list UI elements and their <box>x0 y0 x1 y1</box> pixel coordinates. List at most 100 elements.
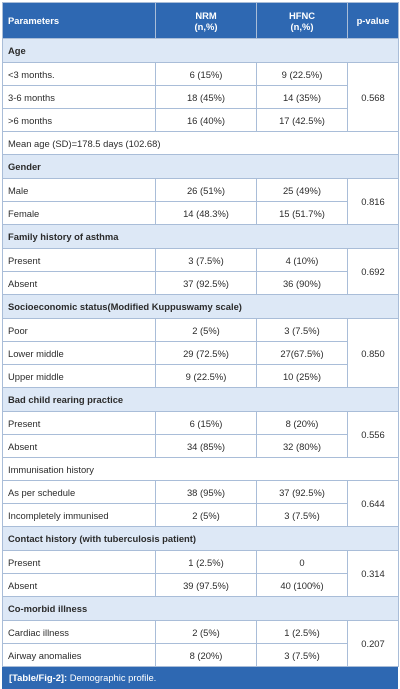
note-row: Mean age (SD)=178.5 days (102.68) <box>2 131 399 155</box>
cell-nrm: 37 (92.5%) <box>155 271 257 295</box>
cell-pvalue: 0.207 <box>347 620 399 667</box>
section-title: Immunisation history <box>2 457 399 481</box>
cell-hfnc: 3 (7.5%) <box>256 643 348 667</box>
cell-pvalue: 0.314 <box>347 550 399 597</box>
note-text: Mean age (SD)=178.5 days (102.68) <box>2 131 399 155</box>
cell-nrm: 18 (45%) <box>155 85 257 109</box>
cell-nrm: 14 (48.3%) <box>155 201 257 225</box>
header-parameters: Parameters <box>2 2 156 39</box>
cell-nrm: 1 (2.5%) <box>155 550 257 574</box>
table-row: Airway anomalies 8 (20%) 3 (7.5%) <box>2 643 399 667</box>
cell-pvalue: 0.556 <box>347 411 399 458</box>
cell-hfnc: 4 (10%) <box>256 248 348 272</box>
cell-nrm: 6 (15%) <box>155 62 257 86</box>
header-hfnc-text: HFNC (n,%) <box>288 9 316 32</box>
cell-pvalue: 0.850 <box>347 318 399 388</box>
table-row: Cardiac illness 2 (5%) 1 (2.5%) 0.207 <box>2 620 399 667</box>
cell-hfnc: 27(67.5%) <box>256 341 348 365</box>
row-label: Present <box>2 550 156 574</box>
cell-hfnc: 40 (100%) <box>256 573 348 597</box>
cell-hfnc: 0 <box>256 550 348 574</box>
cell-pvalue: 0.816 <box>347 178 399 225</box>
section-header-row: Bad child rearing practice <box>2 387 399 412</box>
cell-nrm: 2 (5%) <box>155 318 257 342</box>
cell-pvalue: 0.644 <box>347 480 399 527</box>
row-label: Absent <box>2 573 156 597</box>
row-label: Poor <box>2 318 156 342</box>
cell-hfnc: 32 (80%) <box>256 434 348 458</box>
cell-hfnc: 8 (20%) <box>256 411 348 435</box>
cell-pvalue: 0.568 <box>347 62 399 132</box>
cell-hfnc: 3 (7.5%) <box>256 503 348 527</box>
table-row: Upper middle 9 (22.5%) 10 (25%) <box>2 364 399 388</box>
cell-hfnc: 14 (35%) <box>256 85 348 109</box>
row-label: Present <box>2 411 156 435</box>
section-title: Gender <box>2 154 399 179</box>
cell-hfnc: 37 (92.5%) <box>256 480 348 504</box>
cell-nrm: 29 (72.5%) <box>155 341 257 365</box>
cell-nrm: 16 (40%) <box>155 108 257 132</box>
row-label: Cardiac illness <box>2 620 156 644</box>
table-row: Absent 34 (85%) 32 (80%) <box>2 434 399 458</box>
table-row: Incompletely immunised 2 (5%) 3 (7.5%) <box>2 503 399 527</box>
caption-ref: [Table/Fig-2]: <box>9 672 68 683</box>
table-row: Lower middle 29 (72.5%) 27(67.5%) <box>2 341 399 365</box>
demographic-table: Parameters NRM (n,%) HFNC (n,%) p-value … <box>2 2 399 667</box>
section-title: Family history of asthma <box>2 224 399 249</box>
row-label: Female <box>2 201 156 225</box>
row-label: Present <box>2 248 156 272</box>
cell-hfnc: 25 (49%) <box>256 178 348 202</box>
row-label: 3-6 months <box>2 85 156 109</box>
cell-hfnc: 9 (22.5%) <box>256 62 348 86</box>
cell-pvalue: 0.692 <box>347 248 399 295</box>
section-header-row: Family history of asthma <box>2 224 399 249</box>
row-label: >6 months <box>2 108 156 132</box>
row-label: As per schedule <box>2 480 156 504</box>
row-label: Incompletely immunised <box>2 503 156 527</box>
row-label: Absent <box>2 434 156 458</box>
cell-nrm: 38 (95%) <box>155 480 257 504</box>
table-row: Absent 37 (92.5%) 36 (90%) <box>2 271 399 295</box>
table-row: Present 6 (15%) 8 (20%) 0.556 <box>2 411 399 458</box>
row-label: Airway anomalies <box>2 643 156 667</box>
section-header-row: Socioeconomic status(Modified Kuppuswamy… <box>2 294 399 319</box>
section-header-row: Contact history (with tuberculosis patie… <box>2 526 399 551</box>
row-label: Upper middle <box>2 364 156 388</box>
section-header-row: Gender <box>2 154 399 179</box>
table-row: 3-6 months 18 (45%) 14 (35%) <box>2 85 399 109</box>
cell-nrm: 39 (97.5%) <box>155 573 257 597</box>
table-header-row: Parameters NRM (n,%) HFNC (n,%) p-value <box>2 2 399 39</box>
table-body: Age <3 months. 6 (15%) 9 (22.5%) 0.568 3-6 mo… <box>2 38 399 667</box>
cell-hfnc: 10 (25%) <box>256 364 348 388</box>
section-title: Contact history (with tuberculosis patie… <box>2 526 399 551</box>
cell-hfnc: 36 (90%) <box>256 271 348 295</box>
table-row: Present 1 (2.5%) 0 0.314 <box>2 550 399 597</box>
header-nrm: NRM (n,%) <box>155 2 257 39</box>
cell-hfnc: 15 (51.7%) <box>256 201 348 225</box>
cell-nrm: 34 (85%) <box>155 434 257 458</box>
table-row: Absent 39 (97.5%) 40 (100%) <box>2 573 399 597</box>
cell-nrm: 9 (22.5%) <box>155 364 257 388</box>
header-pvalue: p-value <box>347 2 399 39</box>
table-row: Female 14 (48.3%) 15 (51.7%) <box>2 201 399 225</box>
section-title: Age <box>2 38 399 63</box>
cell-nrm: 6 (15%) <box>155 411 257 435</box>
cell-hfnc: 3 (7.5%) <box>256 318 348 342</box>
row-label: Lower middle <box>2 341 156 365</box>
section-title: Bad child rearing practice <box>2 387 399 412</box>
table-row: <3 months. 6 (15%) 9 (22.5%) 0.568 <box>2 62 399 132</box>
caption-text: Demographic profile. <box>67 672 157 683</box>
row-label: Male <box>2 178 156 202</box>
table-row: Male 26 (51%) 25 (49%) 0.816 <box>2 178 399 225</box>
header-nrm-text: NRM (n,%) <box>194 9 218 32</box>
table-row: Present 3 (7.5%) 4 (10%) 0.692 <box>2 248 399 295</box>
cell-nrm: 3 (7.5%) <box>155 248 257 272</box>
cell-hfnc: 17 (42.5%) <box>256 108 348 132</box>
cell-nrm: 2 (5%) <box>155 503 257 527</box>
cell-nrm: 2 (5%) <box>155 620 257 644</box>
section-header-row: Immunisation history <box>2 457 399 481</box>
table-caption: [Table/Fig-2]: Demographic profile. <box>2 667 398 689</box>
cell-nrm: 26 (51%) <box>155 178 257 202</box>
header-hfnc: HFNC (n,%) <box>256 2 348 39</box>
